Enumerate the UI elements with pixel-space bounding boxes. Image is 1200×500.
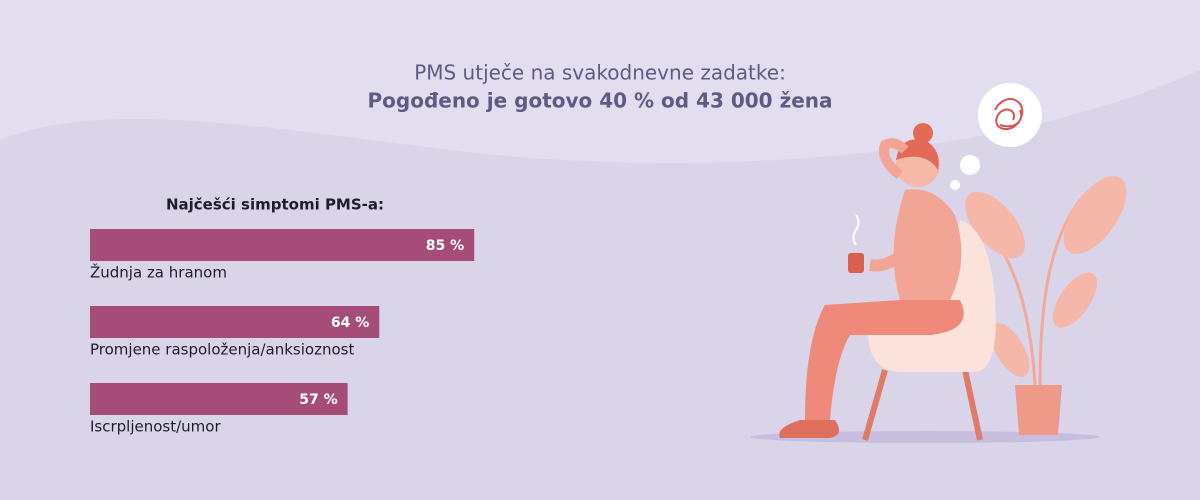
thought-bubble [978,83,1042,147]
category-label: Iscrpljenost/umor [90,418,221,436]
chair-leg [862,369,888,441]
title: PMS utječe na svakodnevne zadatke: [414,61,786,85]
value-label: 85 % [426,238,464,254]
leaf [1063,176,1127,254]
pot [1015,385,1062,435]
hair-bun [913,123,933,143]
subtitle: Pogođeno je gotovo 40 % od 43 000 žena [367,89,832,113]
legs [805,300,964,420]
category-label: Promjene raspoloženja/anksioznost [90,341,354,359]
leaf [990,323,1030,377]
shoe [779,420,839,438]
chart-heading: Najčešći simptomi PMS-a: [166,196,384,214]
bar [90,229,475,261]
chair-leg [962,369,983,441]
bar [90,306,380,338]
steam [852,214,860,246]
thought-dot [950,180,960,190]
arm [879,138,909,179]
leaf [965,191,1025,259]
value-label: 64 % [331,315,369,331]
arm [869,216,936,272]
scribble [994,98,1024,130]
illustration [750,83,1127,443]
torso [893,189,962,300]
mug [848,253,864,273]
value-label: 57 % [299,392,337,408]
background-wave [0,0,1200,164]
bar [90,383,348,415]
category-label: Žudnja za hranom [90,263,227,282]
thought-dot [960,155,980,175]
leaf [1052,272,1098,328]
